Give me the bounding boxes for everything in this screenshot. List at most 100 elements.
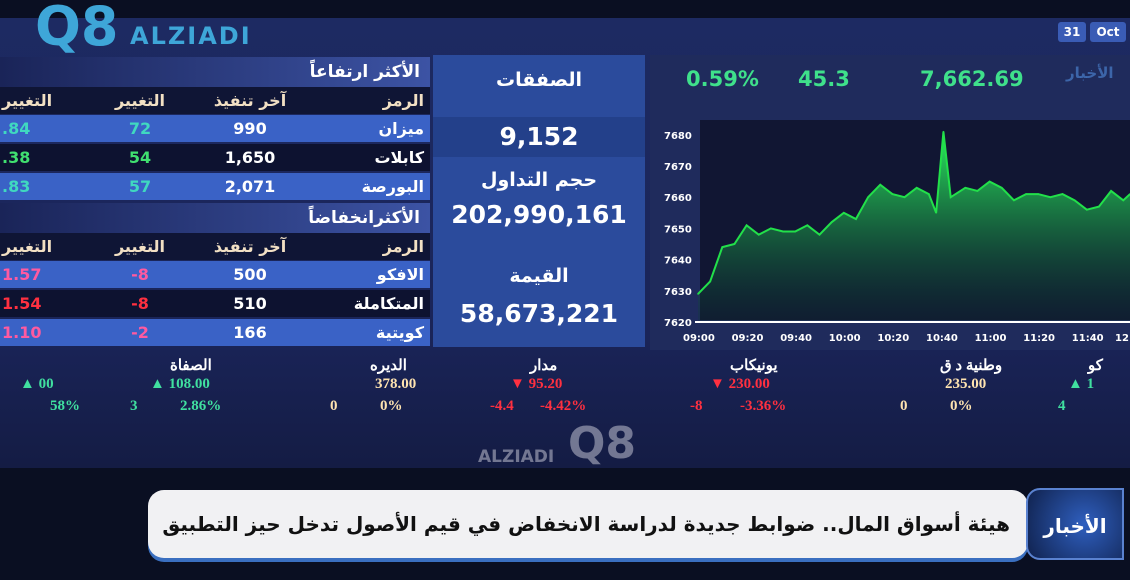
table-row: كويتية 166 -2 1.10 (0, 319, 430, 346)
y-tick-label: 7660 (664, 193, 692, 204)
ticker-price: 378.00 (375, 376, 417, 392)
change-cell: 54 (128, 148, 152, 167)
change-pct-cell: 1.54 (2, 294, 42, 313)
ticker-pct: 58% (50, 398, 80, 414)
ticker-item: وطنية د ق 235.00 0 0% (900, 352, 1050, 422)
ticker-pct: 0% (950, 398, 973, 414)
col-change-pct: التغيير (2, 237, 53, 256)
last-price-cell: 510 (233, 294, 267, 313)
data-point (879, 183, 882, 186)
data-point (903, 196, 906, 198)
ticker-price: 95.20 (528, 376, 563, 392)
last-price-cell: 990 (233, 119, 267, 138)
gainers-title: الأكثر ارتفاعاً (0, 57, 430, 87)
data-point (1086, 208, 1088, 211)
channel-logo: الأخبار (1026, 488, 1124, 560)
x-tick-label: 10:00 (829, 333, 861, 344)
data-point (855, 218, 857, 220)
market-summary: الصفقات 9,152 حجم التداول 202,990,161 ال… (433, 55, 645, 347)
last-price-cell: 2,071 (224, 177, 276, 196)
last-price-cell: 500 (233, 265, 267, 284)
symbol-cell: كويتية (375, 323, 424, 342)
ticker-name: وطنية د ق (940, 358, 1003, 374)
volume-label: حجم التداول (480, 169, 598, 191)
volume-value: 202,990,161 (451, 200, 627, 229)
ticker-change: 0 (900, 398, 908, 414)
ticker-item: الديره 378.00 0 0% (330, 352, 490, 422)
data-point (1025, 193, 1027, 195)
x-tick-label: 11:00 (975, 333, 1007, 344)
ticker-item: مدار ▼ 95.20 -4.4 -4.42% (490, 352, 650, 422)
y-tick-label: 7620 (664, 318, 692, 329)
ticker-change: -8 (690, 398, 703, 414)
col-change: التغيير (114, 237, 166, 256)
data-point (770, 227, 772, 230)
symbol-cell: الافكو (376, 265, 424, 284)
col-change-pct: التغيير (2, 91, 53, 110)
index-area-chart: 7680 7670 7660 7650 7640 7630 7620 09:00 09:20 09… (664, 120, 1130, 344)
change-cell: 72 (128, 119, 152, 138)
watermark-brand: ALZIADI (130, 22, 252, 50)
data-point (891, 193, 894, 195)
ticker-item: ▲ 00 58% (0, 352, 110, 422)
arrow-up-icon: ▲ (20, 376, 39, 392)
data-point (721, 246, 724, 248)
x-tick-label: 09:40 (780, 333, 812, 344)
data-point (867, 196, 869, 198)
data-point (935, 212, 937, 214)
ticker-change: 3 (130, 398, 138, 414)
data-point (709, 280, 711, 283)
col-last: آخر تنفيذ (213, 237, 287, 256)
table-row: الافكو 500 -8 1.57 (0, 261, 430, 288)
ticker-pct: -4.42% (540, 398, 587, 414)
center-watermark-brand: ALZIADI (478, 447, 555, 467)
last-price-cell: 1,650 (224, 148, 276, 167)
y-tick-label: 7630 (664, 287, 692, 298)
arrow-up-icon: ▲ (150, 376, 169, 392)
news-headline: هيئة أسواق المال.. ضوابط جديدة لدراسة ال… (162, 512, 1010, 536)
table-row: كابلات 1,650 54 .38 (0, 144, 430, 171)
watermark-logo: Q8 (35, 0, 119, 58)
ticker-price: 235.00 (945, 376, 987, 392)
change-cell: -2 (131, 323, 149, 342)
y-tick-label: 7640 (664, 256, 692, 267)
data-point (988, 180, 991, 183)
x-tick-label: 12 (1115, 333, 1129, 344)
ticker-item: الصفاة ▲ 108.00 3 2.86% (130, 352, 290, 422)
ticker-price: 108.00 (168, 376, 210, 392)
losers-title: الأكثرانخفاضاً (0, 203, 430, 233)
symbol-cell: المتكاملة (353, 294, 424, 313)
gainers-header: الرمز آخر تنفيذ التغيير التغيير (0, 87, 430, 114)
col-change: التغيير (114, 91, 166, 110)
data-point (1098, 205, 1100, 208)
ticker-name: يونيكاب (730, 358, 778, 374)
data-point (697, 293, 699, 295)
data-point (915, 187, 918, 189)
value-label: القيمة (509, 265, 569, 287)
data-point (745, 224, 748, 227)
data-point (976, 190, 979, 192)
arrow-down-icon: ▼ (510, 376, 529, 392)
col-symbol: الرمز (382, 91, 424, 110)
change-cell: -8 (131, 294, 149, 313)
ticker-pct: 0% (380, 398, 403, 414)
data-point (942, 130, 945, 133)
data-point (1049, 196, 1052, 198)
data-point (1110, 190, 1112, 192)
col-symbol: الرمز (382, 237, 424, 256)
change-pct-cell: 1.10 (2, 323, 42, 342)
symbol-cell: كابلات (374, 148, 424, 167)
ticker-item: يونيكاب ▼ 230.00 -8 -3.36% (690, 352, 850, 422)
ticker-change: 4 (1058, 398, 1066, 414)
ticker-pct: 2.86% (180, 398, 222, 414)
y-tick-label: 7680 (664, 131, 692, 142)
table-row: المتكاملة 510 -8 1.54 (0, 290, 430, 317)
x-tick-label: 10:40 (926, 333, 958, 344)
data-point (757, 233, 760, 236)
data-point (1013, 199, 1015, 202)
data-point (1073, 199, 1076, 202)
data-point (782, 230, 784, 233)
ticker-name: الصفاة (170, 358, 212, 374)
stock-ticker: ▲ 00 58% الصفاة ▲ 108.00 3 2.86% الديره 37… (0, 352, 1130, 432)
x-tick-label: 09:20 (732, 333, 764, 344)
